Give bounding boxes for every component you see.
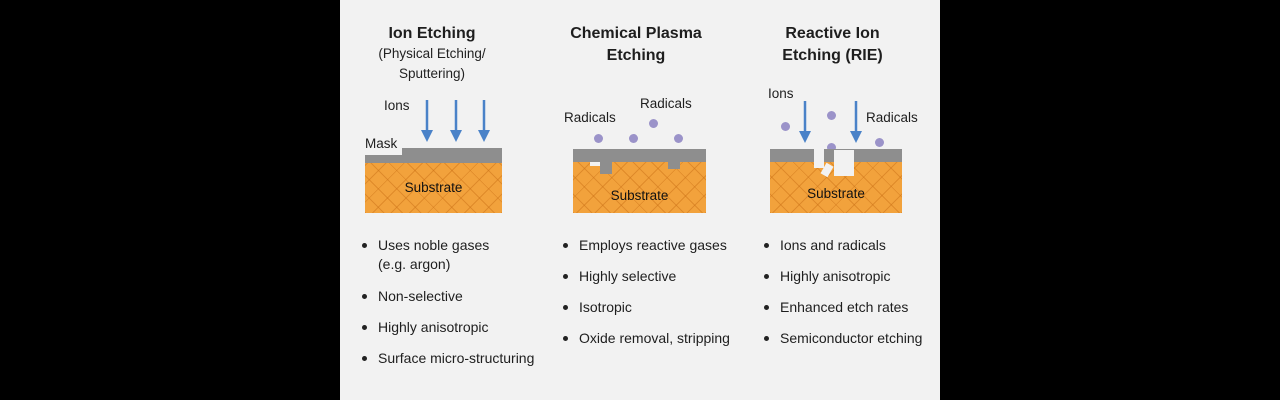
down-arrow-icon [421, 100, 433, 142]
etch-trench [834, 150, 854, 176]
substrate-label: Substrate [610, 188, 669, 203]
down-arrow-icon [450, 100, 462, 142]
substrate-block [770, 162, 902, 213]
mask-layer [573, 149, 706, 162]
bullet-item: Isotropic [562, 298, 762, 317]
ion-etching-title: Ion Etching [388, 25, 476, 42]
bullet-item: Highly anisotropic [763, 267, 938, 286]
ion-etching-bullets: Uses noble gases (e.g. argon) [361, 236, 551, 286]
down-arrow-icon [799, 101, 811, 143]
radical-dot-icon [875, 138, 884, 147]
etch-pit [590, 162, 602, 166]
ion-etching-bullets-rest: Non-selective Highly anisotropic Surface… [361, 287, 571, 380]
radical-dot-icon [827, 143, 836, 152]
bullet-item: Oxide removal, stripping [562, 329, 762, 348]
radicals-label-right: Radicals [640, 96, 692, 111]
bullet-item: Highly selective [562, 267, 762, 286]
radical-dot-icon [827, 111, 836, 120]
bullet-item: Surface micro-structuring [361, 349, 571, 368]
radical-dot-icon [781, 122, 790, 131]
chemical-plasma-title-line1: Chemical Plasma [570, 25, 702, 42]
mask-layer [365, 155, 502, 163]
rie-bullets: Ions and radicals Highly anisotropic Enh… [763, 236, 938, 360]
down-arrow-icon [478, 100, 490, 142]
bullet-item: Uses noble gases [361, 236, 551, 255]
chemical-plasma-title-line2: Etching [606, 47, 666, 64]
radicals-label-left: Radicals [564, 110, 616, 125]
substrate-block [365, 163, 502, 213]
bullet-item: Enhanced etch rates [763, 298, 938, 317]
bullet-item-continuation: (e.g. argon) [378, 256, 451, 272]
etch-pit-right [668, 160, 680, 169]
substrate-block [573, 162, 706, 213]
mask-raised [402, 148, 502, 158]
ion-etching-subtitle-line2: Sputtering) [398, 66, 466, 81]
down-arrow-icon [850, 101, 862, 143]
bullet-item: Non-selective [361, 287, 571, 306]
bullet-item: Ions and radicals [763, 236, 938, 255]
ions-label: Ions [384, 98, 410, 113]
mask-label: Mask [365, 136, 398, 151]
chemical-plasma-bullets: Employs reactive gases Highly selective … [562, 236, 762, 360]
bullet-item: Highly anisotropic [361, 318, 571, 337]
bullet-item: Semiconductor etching [763, 329, 938, 348]
rie-title-line2: Etching (RIE) [782, 47, 883, 64]
substrate-label: Substrate [404, 180, 463, 195]
radical-dot-icon [649, 119, 658, 128]
rie-title-line1: Reactive Ion [785, 25, 880, 42]
etch-pit-left [600, 160, 612, 174]
radical-dot-icon [629, 134, 638, 143]
ion-etching-subtitle-line1: (Physical Etching/ [378, 46, 486, 61]
substrate-label: Substrate [807, 186, 865, 201]
bullet-item: Employs reactive gases [562, 236, 762, 255]
radical-dot-icon [674, 134, 683, 143]
diagram-panel: Ion Etching (Physical Etching/ Sputterin… [340, 0, 940, 400]
radicals-label: Radicals [866, 110, 918, 125]
ions-label: Ions [768, 86, 794, 101]
etch-trench [814, 140, 824, 168]
radical-dot-icon [594, 134, 603, 143]
